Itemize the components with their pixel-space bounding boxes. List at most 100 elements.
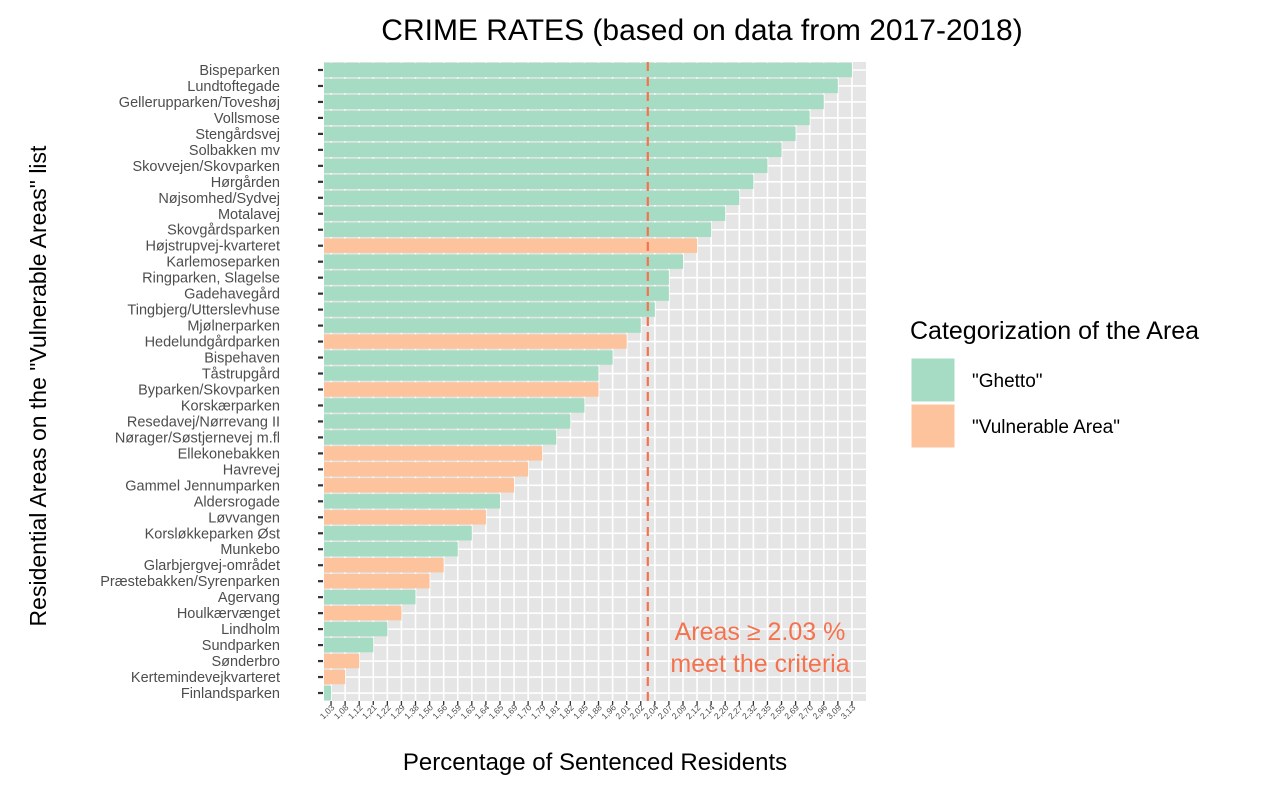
bar-31 <box>324 542 458 557</box>
y-tick-label: Vollsmose <box>214 111 280 127</box>
y-tick-label: Lindholm <box>221 622 280 638</box>
bar-22 <box>324 398 585 413</box>
y-tick-label: Finlandsparken <box>181 686 280 702</box>
y-tick-label: Kertemindevejkvarteret <box>131 670 280 686</box>
bar-27 <box>324 478 515 493</box>
y-axis-label: Residential Areas on the "Vulnerable Are… <box>25 145 51 626</box>
y-tick-label: Højstrupvej-kvarteret <box>145 239 280 255</box>
plot-panel <box>324 62 866 701</box>
y-tick-label: Hørgården <box>211 175 280 191</box>
legend-swatch <box>910 403 956 449</box>
bar-35 <box>324 605 402 621</box>
bar-7 <box>324 158 768 174</box>
y-tick-label: Bispeparken <box>199 63 280 79</box>
y-tick-label: Gammel Jennumparken <box>125 478 280 494</box>
bar-15 <box>324 286 669 301</box>
y-tick-label: Motalavej <box>218 207 280 223</box>
y-tick-label: Sønderbro <box>211 654 280 670</box>
bar-21 <box>324 382 599 397</box>
y-tick-label: Nøjsomhed/Sydvej <box>158 191 280 207</box>
bar-2 <box>324 78 838 94</box>
bar-32 <box>324 558 444 573</box>
y-tick-label: Korskærparken <box>181 398 280 414</box>
threshold-annotation: Areas ≥ 2.03 % <box>675 618 846 646</box>
y-tick-label: Karlemoseparken <box>166 255 280 271</box>
y-tick-label: Resedavej/Nørrevang II <box>127 414 280 430</box>
bar-6 <box>324 142 782 158</box>
y-tick-label: Lundtoftegade <box>187 79 280 95</box>
y-tick-label: Mjølnerparken <box>187 319 280 335</box>
bar-3 <box>324 94 824 110</box>
bar-40 <box>324 685 332 701</box>
x-axis-label: Percentage of Sentenced Residents <box>403 749 787 776</box>
plot-area: BispeparkenLundtoftegadeGellerupparken/T… <box>100 62 866 721</box>
bar-38 <box>324 653 360 669</box>
y-tick-label: Houlkærvænget <box>177 606 280 622</box>
legend-title: Categorization of the Area <box>910 317 1199 345</box>
y-tick-label: Solbakken mv <box>189 143 281 159</box>
legend-swatch <box>910 357 956 403</box>
bar-12 <box>324 238 698 253</box>
y-tick-label: Munkebo <box>220 542 280 558</box>
y-tick-labels: BispeparkenLundtoftegadeGellerupparken/T… <box>100 63 323 702</box>
bar-14 <box>324 270 669 285</box>
bar-25 <box>324 446 543 461</box>
chart-title: CRIME RATES (based on data from 2017-201… <box>381 14 1022 47</box>
y-tick-label: Tåstrupgård <box>202 367 280 383</box>
bars <box>324 62 852 701</box>
bar-19 <box>324 350 613 365</box>
legend: Categorization of the Area "Ghetto" "Vuln… <box>910 317 1199 449</box>
x-tick-labels: 1,031,081,121,211,221,291,381,501,561,59… <box>318 701 858 721</box>
y-tick-label: Havrevej <box>223 462 280 478</box>
y-tick-label: Agervang <box>218 590 280 606</box>
bar-36 <box>324 621 388 637</box>
bar-20 <box>324 366 599 381</box>
bar-29 <box>324 510 486 525</box>
bar-28 <box>324 494 500 509</box>
y-tick-label: Skovvejen/Skovparken <box>133 159 281 175</box>
threshold-annotation: meet the criteria <box>670 650 849 678</box>
y-tick-label: Ellekonebakken <box>178 446 280 462</box>
y-tick-label: Bispehaven <box>204 351 280 367</box>
bar-26 <box>324 462 529 477</box>
bar-37 <box>324 637 374 653</box>
y-tick-label: Ringparken, Slagelse <box>142 271 280 287</box>
bar-23 <box>324 414 571 429</box>
bar-18 <box>324 334 627 349</box>
y-tick-label: Stengårdsvej <box>195 127 280 143</box>
y-tick-label: Sundparken <box>202 638 280 654</box>
bar-9 <box>324 190 740 205</box>
bar-30 <box>324 526 472 541</box>
y-tick-label: Byparken/Skovparken <box>138 382 280 398</box>
legend-label: "Ghetto" <box>972 371 1043 392</box>
bar-1 <box>324 62 852 78</box>
y-tick-label: Skovgårdsparken <box>167 223 280 239</box>
bar-17 <box>324 318 641 333</box>
y-tick-label: Hedelundgårdparken <box>145 335 280 351</box>
bar-39 <box>324 669 346 685</box>
y-tick-label: Præstebakken/Syrenparken <box>100 574 280 590</box>
legend-items: "Ghetto" "Vulnerable Area" <box>910 357 1120 449</box>
y-tick-label: Tingbjerg/Utterslevhuse <box>127 303 280 319</box>
bar-10 <box>324 206 726 221</box>
bar-11 <box>324 222 712 237</box>
y-tick-label: Nørager/Søstjernevej m.fl <box>115 430 280 446</box>
bar-34 <box>324 589 416 605</box>
bar-16 <box>324 302 655 317</box>
bar-8 <box>324 174 754 190</box>
bar-13 <box>324 254 683 269</box>
y-tick-label: Aldersrogade <box>194 494 280 510</box>
y-tick-label: Gellerupparken/Toveshøj <box>119 95 280 111</box>
y-tick-label: Korsløkkeparken Øst <box>145 526 280 542</box>
bar-33 <box>324 573 430 589</box>
x-tick-label: 3,13 <box>839 702 858 721</box>
y-tick-label: Glarbjergvej-området <box>144 558 280 574</box>
y-tick-label: Løvvangen <box>208 510 280 526</box>
legend-label: "Vulnerable Area" <box>972 417 1120 438</box>
bar-24 <box>324 430 557 445</box>
y-tick-label: Gadehavegård <box>184 287 280 303</box>
bar-4 <box>324 110 810 126</box>
bar-5 <box>324 126 796 142</box>
